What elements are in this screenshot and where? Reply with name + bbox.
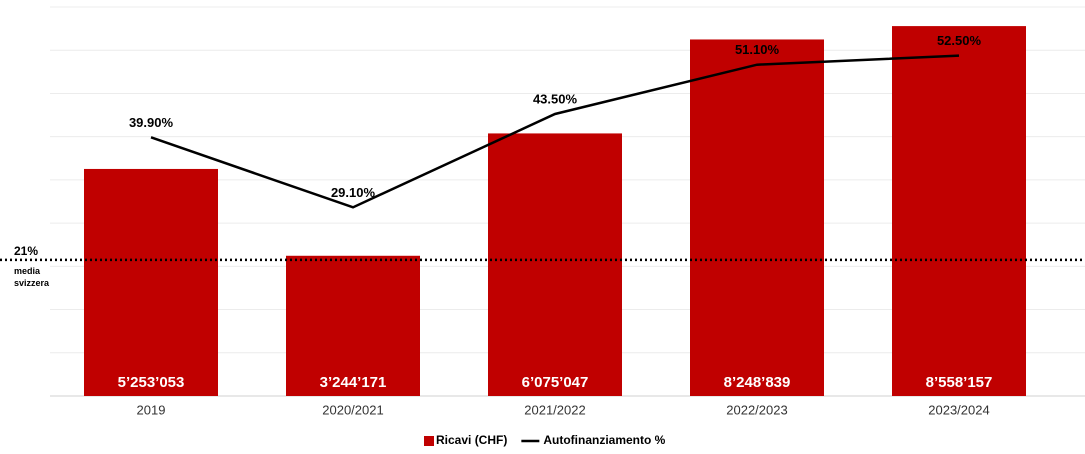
- x-tick-label: 2023/2024: [928, 402, 989, 417]
- bar: [488, 133, 622, 396]
- line-value-label: 52.50%: [937, 33, 982, 48]
- bar: [84, 168, 218, 396]
- legend-label: Autofinanziamento %: [543, 433, 665, 447]
- line-value-label: 51.10%: [735, 42, 780, 57]
- line-value-label: 43.50%: [533, 91, 578, 106]
- reference-note: svizzera: [14, 278, 50, 288]
- bar-value-label: 8’248’839: [724, 374, 791, 391]
- line-value-label: 29.10%: [331, 185, 376, 200]
- x-tick-label: 2020/2021: [322, 402, 383, 417]
- bar-value-label: 6’075’047: [522, 374, 589, 391]
- reference-label: 21%: [14, 244, 38, 258]
- legend-swatch: [424, 436, 434, 446]
- bar: [892, 26, 1026, 396]
- bar: [690, 39, 824, 396]
- bar-value-label: 8’558’157: [926, 374, 993, 391]
- x-tick-label: 2019: [137, 402, 166, 417]
- line: [150, 54, 960, 209]
- reference-note: media: [14, 266, 41, 276]
- bar-value-label: 3’244’171: [320, 374, 387, 391]
- x-tick-label: 2021/2022: [524, 402, 585, 417]
- legend-label: Ricavi (CHF): [436, 433, 507, 447]
- line-value-label: 39.90%: [129, 115, 174, 130]
- bar: [286, 255, 420, 396]
- bar-value-label: 5’253’053: [118, 374, 185, 391]
- x-tick-label: 2022/2023: [726, 402, 787, 417]
